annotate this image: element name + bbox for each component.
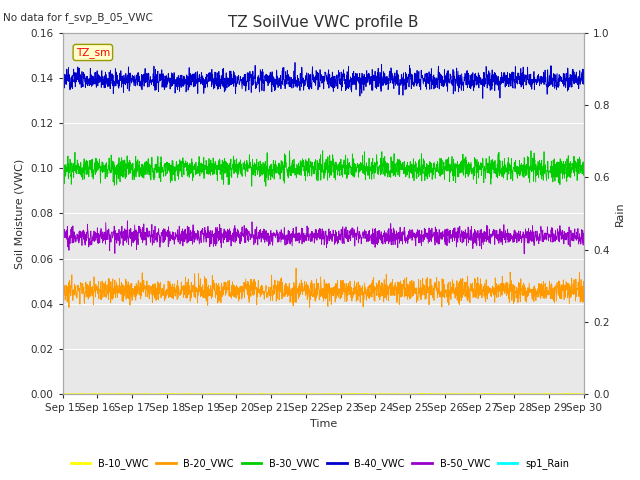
X-axis label: Time: Time	[310, 419, 337, 429]
Text: No data for f_svp_B_05_VWC: No data for f_svp_B_05_VWC	[3, 12, 153, 23]
Y-axis label: Rain: Rain	[615, 201, 625, 226]
Y-axis label: Soil Moisture (VWC): Soil Moisture (VWC)	[15, 158, 25, 269]
Legend: B-10_VWC, B-20_VWC, B-30_VWC, B-40_VWC, B-50_VWC, sp1_Rain: B-10_VWC, B-20_VWC, B-30_VWC, B-40_VWC, …	[67, 454, 573, 473]
Text: TZ_sm: TZ_sm	[76, 47, 110, 58]
Title: TZ SoilVue VWC profile B: TZ SoilVue VWC profile B	[228, 15, 419, 30]
